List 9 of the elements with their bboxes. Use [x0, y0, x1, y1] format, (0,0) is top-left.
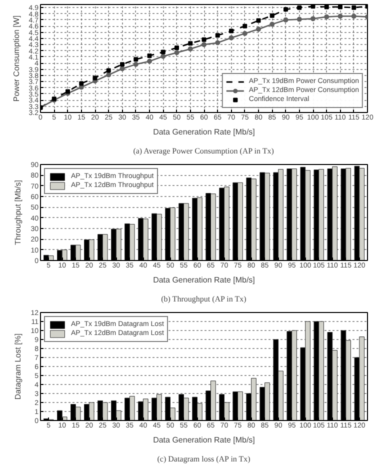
text: (a) Average Power Consumption (AP in Tx) [133, 146, 274, 156]
text: (b) Throughput (AP in Tx) [161, 294, 247, 304]
x-axis-title: Data Generation Rate [Mb/s] [153, 128, 255, 136]
x-axis-title: Data Generation Rate [Mb/s] [153, 436, 255, 444]
y-axis-title: Throughput [Mb/s] [14, 180, 23, 245]
x-axis-title: Data Generation Rate [Mb/s] [153, 276, 255, 284]
y-axis-title: Power Consumption [W] [12, 15, 21, 102]
text: (c) Datagram loss (AP in Tx) [157, 454, 251, 464]
y-axis-title: Datagram Lost [%] [14, 333, 23, 400]
